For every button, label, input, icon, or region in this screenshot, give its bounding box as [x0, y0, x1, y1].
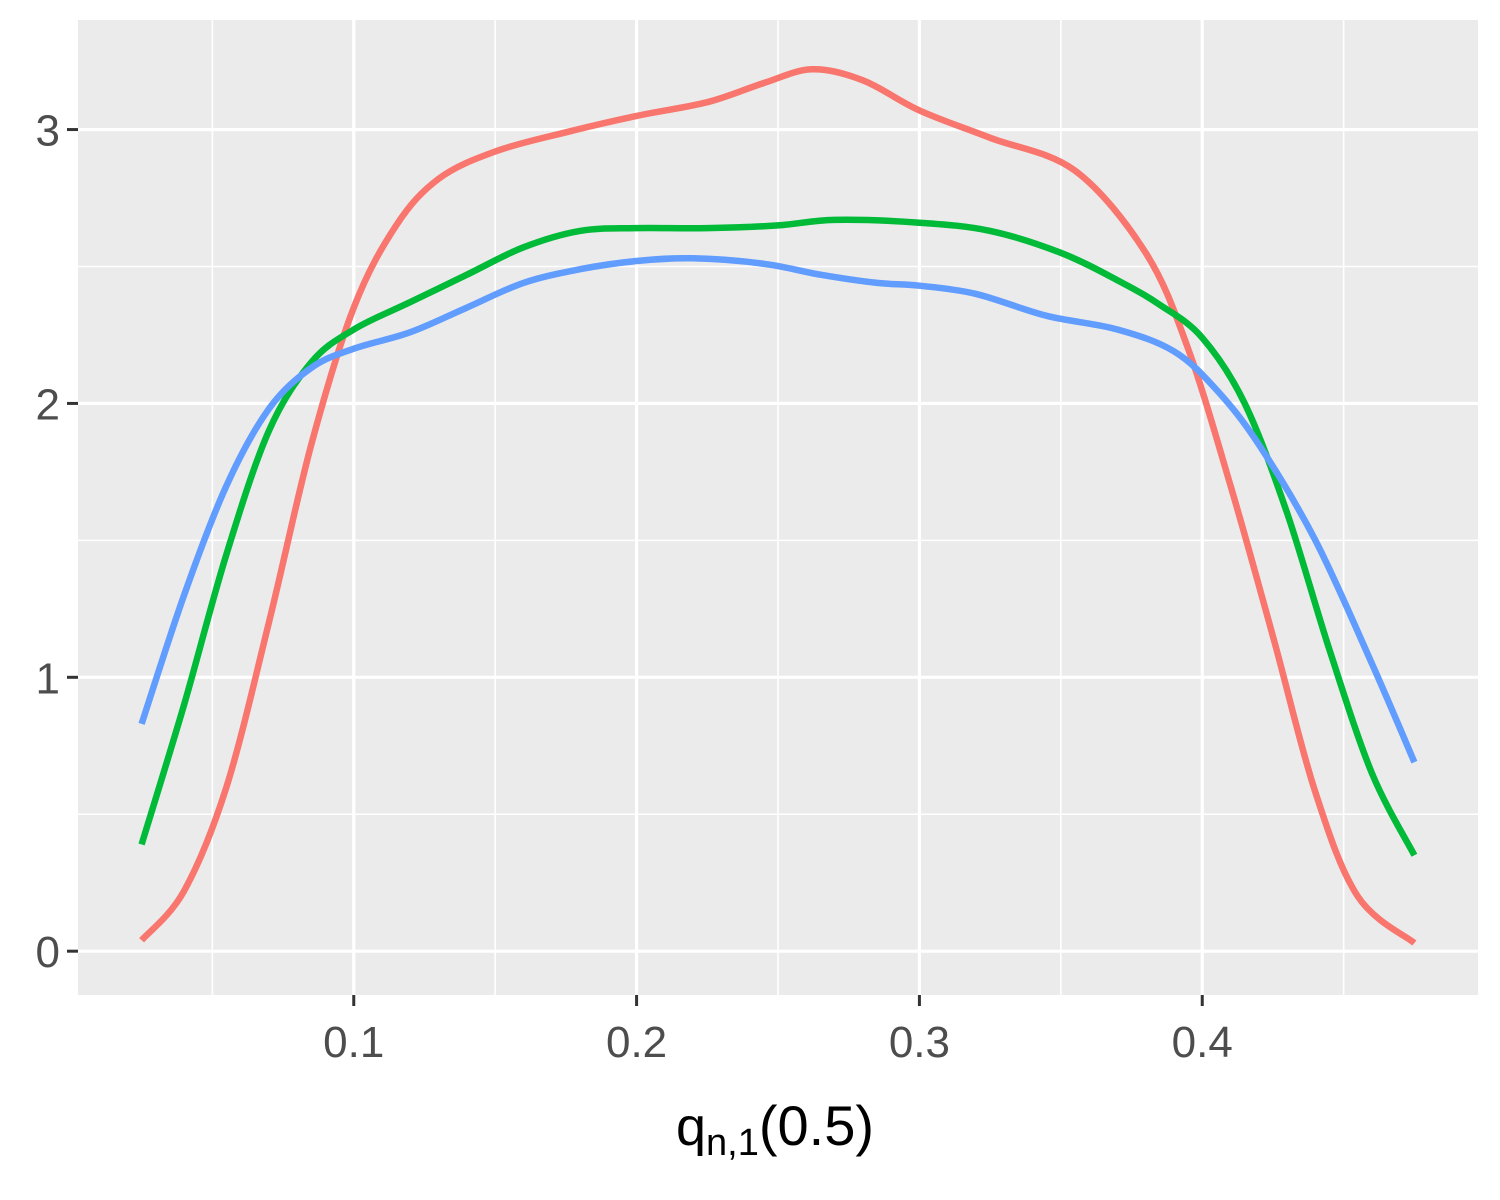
density-line-1	[139, 66, 1417, 946]
y-tick-label: 1	[36, 654, 60, 703]
major-grid	[78, 20, 1478, 995]
x-axis-title-base: q	[676, 1097, 706, 1157]
y-axis: 0 1 2 3	[36, 107, 78, 977]
y-tick-label: 0	[36, 928, 60, 977]
x-tick-label: 0.1	[323, 1018, 384, 1067]
x-axis-title-subscript: n,1	[706, 1122, 759, 1164]
x-tick-label: 0.2	[606, 1018, 667, 1067]
x-axis: 0.1 0.2 0.3 0.4	[323, 995, 1233, 1067]
x-axis-title-argument: (0.5)	[759, 1094, 874, 1157]
x-tick-label: 0.4	[1172, 1018, 1233, 1067]
x-axis-title: qn,1(0.5)	[676, 1094, 874, 1164]
y-tick-label: 2	[36, 380, 60, 429]
density-line-3	[138, 254, 1418, 764]
density-curves	[138, 66, 1418, 946]
x-tick-label: 0.3	[889, 1018, 950, 1067]
y-tick-label: 3	[36, 107, 60, 156]
